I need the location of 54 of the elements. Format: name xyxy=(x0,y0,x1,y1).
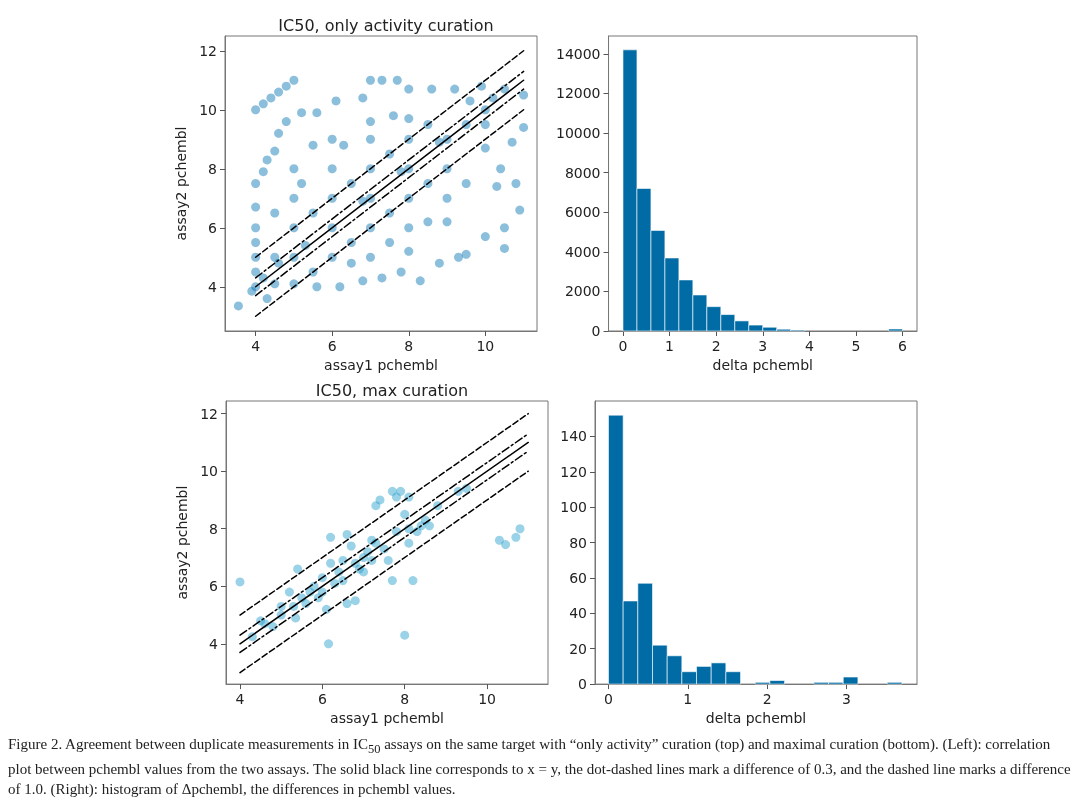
y-tick-label: 6 xyxy=(208,219,218,236)
y-tick-label: 14000 xyxy=(555,45,601,62)
x-tick-label: 10 xyxy=(478,691,496,708)
x-tick-label: 0 xyxy=(604,691,613,708)
x-tick-label: 8 xyxy=(400,691,410,708)
chart-title: IC50, max curation xyxy=(315,380,469,400)
x-tick-label: 4 xyxy=(804,338,814,354)
x-tick-label: 6 xyxy=(317,691,327,708)
y-tick-label: 12000 xyxy=(555,85,601,102)
x-tick-label: 0 xyxy=(618,338,628,354)
y-tick-label: 140 xyxy=(560,428,587,445)
x-tick-label: 2 xyxy=(762,691,772,708)
x-axis-title: assay1 pchembl xyxy=(330,710,444,726)
x-axis-title: assay1 pchembl xyxy=(324,356,438,373)
y-tick-label: 120 xyxy=(560,463,587,480)
y-tick-label: 12 xyxy=(199,42,217,59)
x-axis-title: delta pchembl xyxy=(712,356,813,373)
y-axis-title: assay2 pchembl xyxy=(174,485,191,600)
caption: Figure 2. Agreement between duplicate measurements in IC$_{50}$ assays on the same target with “only activity” curation (top) and maximal curation (bottom). (Left): correlation plot between pchembl values from the two assays. The solid black line corresponds to x = y, the dot-dashed lines mark a difference of 0.3, and the dashed line marks a difference of 1.0. (Right): histogram of Δpchembl, the differences in pchembl values. xyxy=(8,735,1072,799)
y-tick-label: 6000 xyxy=(564,204,601,221)
x-tick-label: 1 xyxy=(683,691,693,708)
y-tick-label: 8000 xyxy=(564,164,601,181)
y-tick-label: 4 xyxy=(209,635,219,652)
y-tick-label: 8 xyxy=(208,160,217,177)
x-tick-label: 6 xyxy=(327,338,337,354)
y-tick-label: 4000 xyxy=(564,243,601,260)
x-tick-label: 3 xyxy=(758,338,768,354)
y-tick-label: 2000 xyxy=(564,283,601,300)
x-axis-title: delta pchembl xyxy=(705,710,807,726)
y-tick-label: 6 xyxy=(209,578,219,595)
x-tick-label: 6 xyxy=(898,338,908,354)
y-tick-label: 40 xyxy=(569,605,587,622)
x-tick-label: 4 xyxy=(235,691,245,708)
y-tick-label: 12 xyxy=(200,405,218,422)
x-tick-label: 1 xyxy=(665,338,675,354)
y-tick-label: 20 xyxy=(569,640,587,657)
y-tick-label: 60 xyxy=(569,569,587,586)
y-tick-label: 0 xyxy=(578,676,587,693)
chart-title: IC50, only activity curation xyxy=(278,15,494,35)
x-tick-label: 4 xyxy=(251,338,261,354)
y-tick-label: 10000 xyxy=(555,125,601,142)
y-tick-label: 0 xyxy=(591,323,601,339)
y-tick-label: 100 xyxy=(560,499,587,516)
y-tick-label: 8 xyxy=(209,520,218,537)
y-tick-label: 80 xyxy=(569,534,587,551)
y-tick-label: 10 xyxy=(199,101,217,118)
x-tick-label: 10 xyxy=(476,338,495,354)
y-tick-label: 4 xyxy=(208,278,218,295)
x-tick-label: 8 xyxy=(404,338,414,354)
x-tick-label: 3 xyxy=(841,691,851,708)
x-tick-label: 2 xyxy=(711,338,721,354)
y-axis-title: assay2 pchembl xyxy=(173,126,190,241)
y-tick-label: 10 xyxy=(200,463,218,480)
x-tick-label: 5 xyxy=(851,338,861,354)
